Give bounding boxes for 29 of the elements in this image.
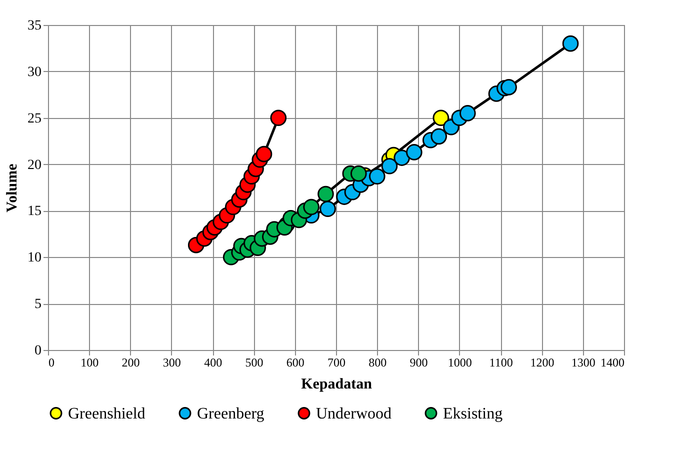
y-tick-label: 20 [28, 158, 42, 173]
y-tick-label: 5 [34, 297, 42, 312]
x-tick-label: 1300 [571, 356, 596, 370]
legend-label: Greenberg [197, 405, 264, 422]
x-axis-title: Kepadatan [301, 376, 373, 392]
x-tick-label: 900 [410, 356, 428, 370]
x-tick-label: 600 [286, 356, 304, 370]
x-tick-label: 100 [80, 356, 99, 370]
y-tick-label: 25 [28, 111, 42, 126]
x-tick-label: 1000 [448, 356, 472, 370]
y-tick-label: 15 [28, 204, 42, 220]
legend-label: Underwood [316, 405, 392, 422]
legend-label: Greenshield [68, 405, 146, 422]
x-tick-label: 400 [204, 356, 222, 370]
x-tick-label: 700 [328, 356, 346, 370]
x-tick-label: 0 [48, 356, 54, 370]
x-tick-label: 500 [245, 356, 264, 370]
y-tick-label: 10 [28, 250, 42, 266]
x-tick-label: 300 [162, 356, 181, 370]
x-tick-label: 800 [368, 356, 387, 370]
y-tick-label: 30 [28, 64, 42, 80]
y-axis-title: Volume [4, 163, 20, 212]
y-tick-label: 35 [28, 18, 42, 34]
y-tick-label: 0 [34, 344, 42, 358]
x-tick-label: 1200 [530, 356, 554, 370]
x-tick-label: 1100 [489, 356, 513, 370]
x-tick-label: 200 [122, 356, 140, 370]
x-tick-label: 1400 [600, 356, 624, 370]
legend-label: Eksisting [443, 405, 503, 422]
